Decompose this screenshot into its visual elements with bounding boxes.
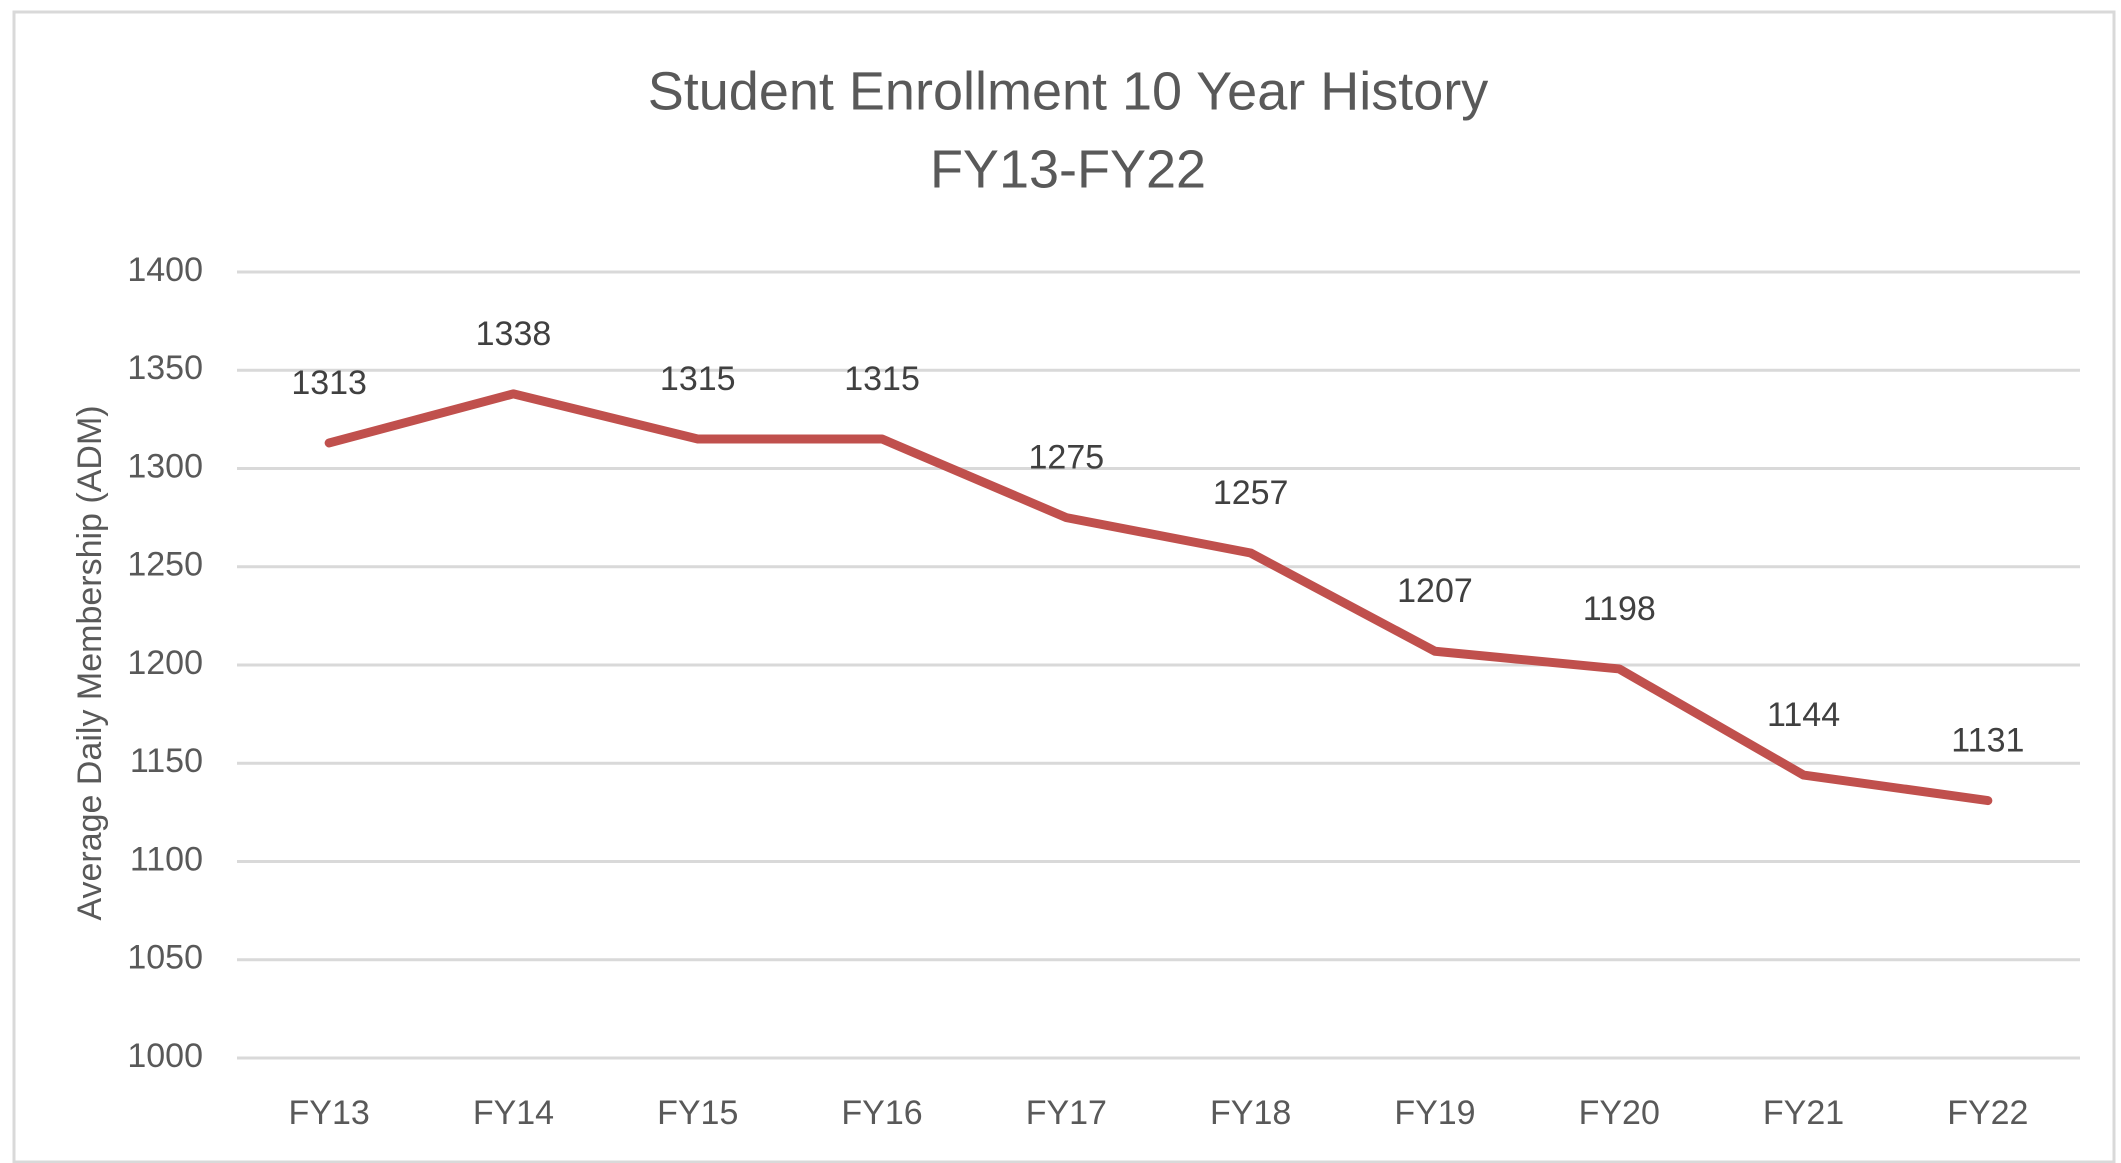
data-label: 1338: [476, 315, 552, 353]
chart-subtitle: FY13-FY22: [930, 139, 1206, 199]
x-tick-label: FY14: [473, 1094, 554, 1132]
y-tick-label: 1000: [127, 1037, 203, 1075]
y-tick-label: 1350: [127, 349, 203, 387]
y-tick-label: 1300: [127, 447, 203, 485]
y-tick-label: 1150: [130, 742, 203, 780]
data-label: 1313: [291, 364, 367, 402]
y-tick-label: 1200: [127, 644, 203, 682]
data-label: 1144: [1767, 696, 1840, 734]
data-label: 1207: [1397, 572, 1473, 610]
x-tick-label: FY21: [1763, 1094, 1844, 1132]
y-tick-label: 1100: [130, 840, 203, 878]
x-tick-label: FY19: [1394, 1094, 1475, 1132]
data-label: 1198: [1583, 590, 1656, 628]
chart-border: [12, 10, 2116, 1163]
data-label: 1315: [660, 360, 736, 398]
y-tick-label: 1250: [127, 546, 203, 584]
data-label: 1257: [1213, 474, 1289, 512]
data-label: 1131: [1951, 722, 2024, 760]
series-line: [324, 389, 1993, 806]
x-tick-label: FY15: [657, 1094, 738, 1132]
x-tick-label: FY16: [841, 1094, 922, 1132]
x-tick-label: FY18: [1210, 1094, 1291, 1132]
x-tick-label: FY22: [1947, 1094, 2028, 1132]
data-label: 1275: [1029, 439, 1105, 477]
y-axis-label: Average Daily Membership (ADM): [71, 405, 109, 920]
y-tick-label: 1400: [127, 251, 203, 289]
x-tick-label: FY17: [1026, 1094, 1107, 1132]
y-tick-label: 1050: [127, 939, 203, 977]
x-tick-label: FY20: [1579, 1094, 1660, 1132]
x-tick-label: FY13: [289, 1094, 370, 1132]
data-label: 1315: [844, 360, 920, 398]
chart-title: Student Enrollment 10 Year History: [648, 61, 1488, 121]
